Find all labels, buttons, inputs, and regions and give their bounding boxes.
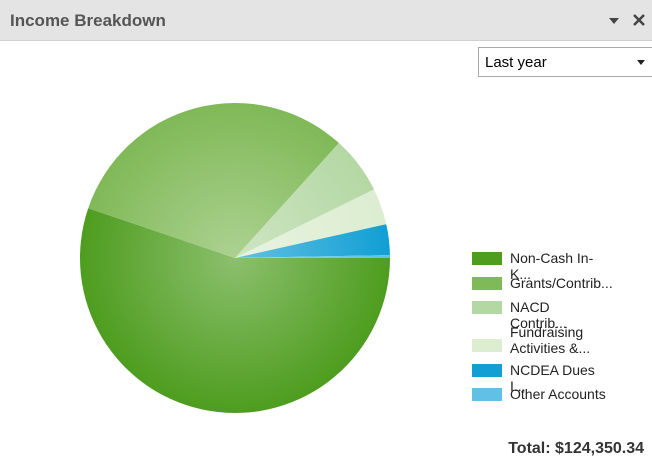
legend-item: Grants/Contrib... <box>472 272 652 297</box>
pie-chart <box>79 103 390 413</box>
legend-label: Fundraising Activities &... <box>510 323 591 356</box>
legend-item: Fundraising Activities &... <box>472 321 652 359</box>
legend: Non-Cash In-K... Grants/Contrib... NACD Co… <box>472 247 652 408</box>
dropdown-arrow <box>637 60 645 65</box>
legend-label: Other Accounts <box>510 386 606 402</box>
period-dropdown[interactable]: Last year <box>478 47 652 77</box>
widget-title: Income Breakdown <box>10 11 166 30</box>
title-bar: Income Breakdown <box>0 0 652 41</box>
legend-swatch <box>472 252 502 265</box>
close-icon[interactable] <box>633 14 645 26</box>
collapse-icon[interactable] <box>609 18 619 24</box>
legend-item: Other Accounts <box>472 383 652 408</box>
legend-label: NCDEA Dues I... <box>510 361 595 394</box>
legend-item: NACD Contrib... <box>472 296 652 331</box>
legend-swatch <box>472 338 502 352</box>
legend-swatch <box>472 388 502 401</box>
legend-swatch <box>472 363 502 377</box>
legend-item: NCDEA Dues I... <box>472 359 652 394</box>
dropdown-value: Last year <box>485 54 547 71</box>
legend-label: Non-Cash In-K... <box>510 250 594 282</box>
legend-item: Non-Cash In-K... <box>472 247 652 282</box>
total: Total: $124,350.34 <box>508 440 644 457</box>
window-controls[interactable] <box>0 0 652 40</box>
legend-label: Grants/Contrib... <box>510 274 613 291</box>
legend-swatch <box>472 301 502 314</box>
legend-label: NACD Contrib... <box>510 299 567 331</box>
legend-swatch <box>472 276 502 290</box>
